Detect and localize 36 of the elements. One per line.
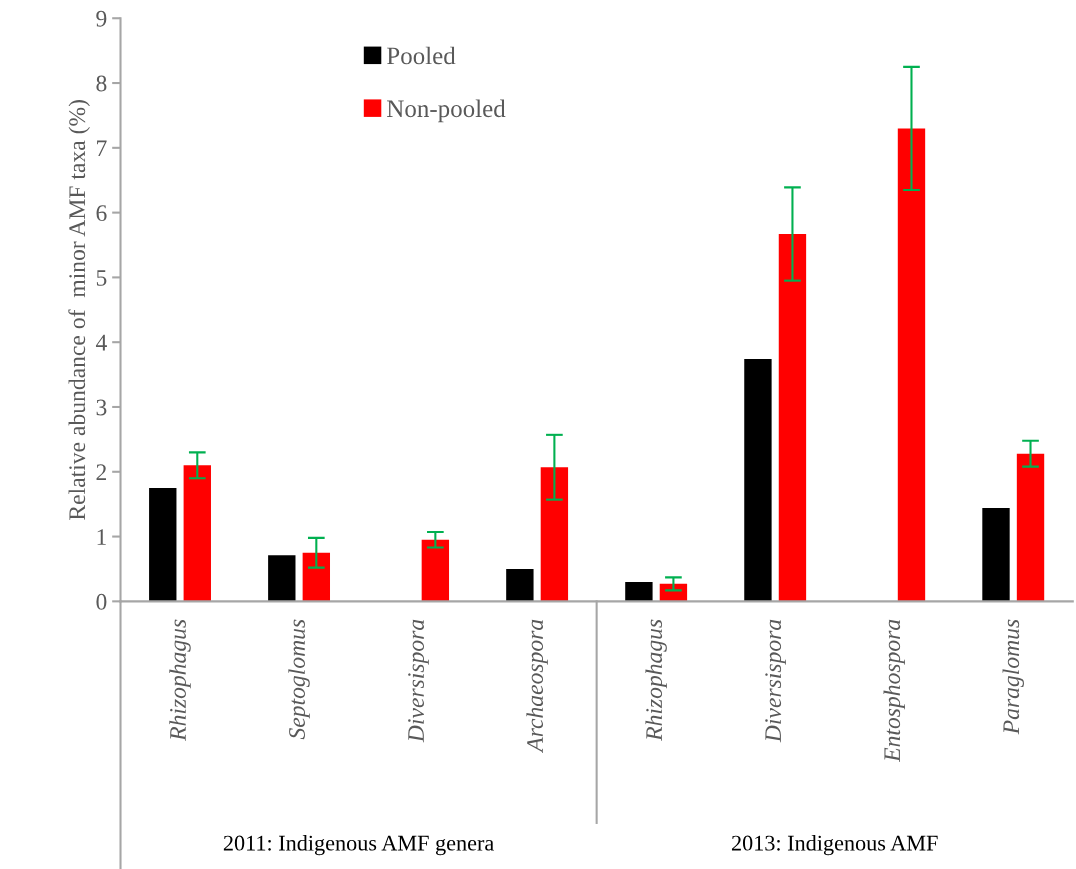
y-tick-label: 8 <box>96 75 107 92</box>
y-tick-label: 3 <box>96 399 107 416</box>
bar <box>268 555 296 602</box>
bar <box>149 487 177 602</box>
x-tick-label: Septoglomus <box>288 619 310 740</box>
x-tick-label: Diversispora <box>408 619 429 743</box>
text: 2011: Indigenous AMF genera <box>223 834 494 856</box>
y-tick-label: 2 <box>96 464 107 480</box>
y-axis-title: Relative abundance of minor AMF taxa (%) <box>68 100 90 520</box>
bar <box>744 359 772 602</box>
bar <box>540 467 569 602</box>
legend-label: Pooled <box>387 46 456 65</box>
y-tick-label: 6 <box>96 205 107 222</box>
bar <box>625 581 653 602</box>
x-tick-label: Entosphospora <box>883 619 905 763</box>
x-tick-label: Archaeospora <box>526 619 548 754</box>
bar <box>302 552 331 602</box>
x-tick-label: Diversispora <box>765 619 786 743</box>
y-tick-label: 1 <box>97 529 106 545</box>
x-tick-label: Rhizophagus <box>169 619 191 741</box>
text: 2013: Indigenous AMF <box>731 834 938 856</box>
y-tick-label: 9 <box>96 10 107 27</box>
y-tick-label: 5 <box>96 270 107 286</box>
x-tick-label: Paraglomus <box>1002 619 1024 735</box>
bar <box>982 508 1010 602</box>
y-tick-label: 7 <box>97 140 107 157</box>
bar <box>506 568 534 602</box>
bar <box>1016 453 1045 602</box>
bar <box>183 465 211 602</box>
bar <box>778 234 807 602</box>
y-tick-label: 0 <box>96 593 107 610</box>
bar <box>897 128 926 602</box>
y-tick-label: 4 <box>95 334 107 351</box>
bar <box>421 539 450 602</box>
x-tick-label: Rhizophagus <box>645 619 667 741</box>
legend-label: Non-pooled <box>387 99 506 123</box>
